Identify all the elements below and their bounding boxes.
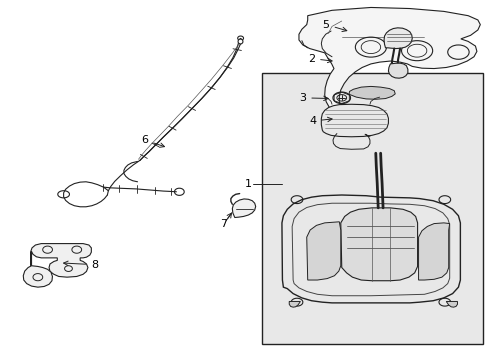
Polygon shape xyxy=(340,208,417,281)
Polygon shape xyxy=(232,199,255,217)
Bar xyxy=(261,73,482,344)
Text: 8: 8 xyxy=(63,260,98,270)
Text: 2: 2 xyxy=(307,54,331,64)
Text: 1: 1 xyxy=(244,179,251,189)
Text: 6: 6 xyxy=(141,135,164,147)
Polygon shape xyxy=(288,301,300,307)
Text: 3: 3 xyxy=(299,93,327,103)
Text: 5: 5 xyxy=(322,19,346,32)
Text: 4: 4 xyxy=(308,116,331,126)
Polygon shape xyxy=(23,266,52,287)
Polygon shape xyxy=(321,104,387,137)
Polygon shape xyxy=(383,28,411,49)
Polygon shape xyxy=(298,8,479,116)
Polygon shape xyxy=(306,222,340,280)
Polygon shape xyxy=(30,244,91,277)
Polygon shape xyxy=(387,63,407,78)
Polygon shape xyxy=(418,223,449,280)
Polygon shape xyxy=(282,195,459,303)
Text: 7: 7 xyxy=(220,219,227,229)
Polygon shape xyxy=(348,86,394,99)
Polygon shape xyxy=(446,301,457,307)
